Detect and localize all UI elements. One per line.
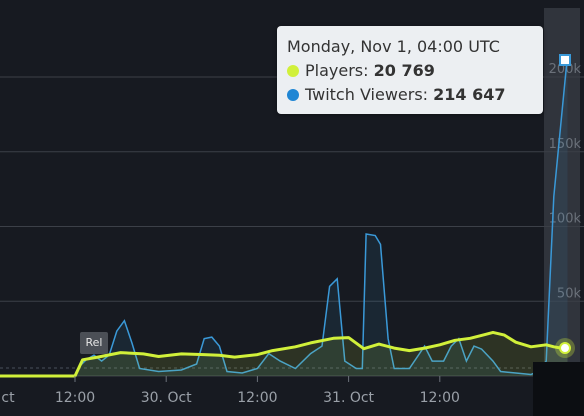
tooltip-twitch-row: Twitch Viewers: 214 647: [287, 83, 543, 107]
x-tick-label: 31. Oct: [323, 390, 374, 406]
x-tick-label: 12:00: [237, 390, 277, 406]
hover-band: [544, 8, 580, 368]
tooltip-players-label: Players:: [305, 61, 374, 80]
tooltip-twitch-value: 214 647: [433, 85, 506, 104]
twitch-hover-marker: [559, 54, 571, 66]
x-tick-label: 12:00: [420, 390, 460, 406]
x-tick-label: 12:00: [55, 390, 95, 406]
tooltip-twitch-label: Twitch Viewers:: [305, 85, 434, 104]
y-tick-label: 200k: [549, 62, 582, 77]
y-tick-label: 50k: [557, 286, 582, 301]
tooltip-players-row: Players: 20 769: [287, 59, 543, 83]
x-tick-label: ct: [1, 390, 15, 406]
players-hover-marker: [559, 342, 571, 355]
tooltip-players-value: 20 769: [373, 61, 435, 80]
hover-markers: [555, 54, 575, 359]
release-flag-label: Rel: [85, 336, 103, 349]
y-axis-right-ticks: 200k 150k 100k 50k: [549, 62, 582, 301]
tooltip-title: Monday, Nov 1, 04:00 UTC: [287, 37, 500, 56]
series-players-area: [0, 332, 568, 376]
x-axis-ticks: ct 12:00 30. Oct 12:00 31. Oct 12:00: [1, 376, 460, 406]
players-dot-icon: [287, 65, 299, 77]
series-layer: [0, 55, 569, 378]
twitch-dot-icon: [287, 89, 299, 101]
y-tick-label: 150k: [549, 137, 582, 152]
y-tick-label: 100k: [549, 212, 582, 227]
series-twitch-viewers: [0, 55, 569, 377]
release-flag[interactable]: Rel: [80, 332, 108, 354]
bottom-right-panel: [533, 362, 584, 416]
series-players: [0, 330, 568, 378]
chart-tooltip: Monday, Nov 1, 04:00 UTC Players: 20 769…: [277, 26, 543, 114]
x-tick-label: 30. Oct: [141, 390, 192, 406]
